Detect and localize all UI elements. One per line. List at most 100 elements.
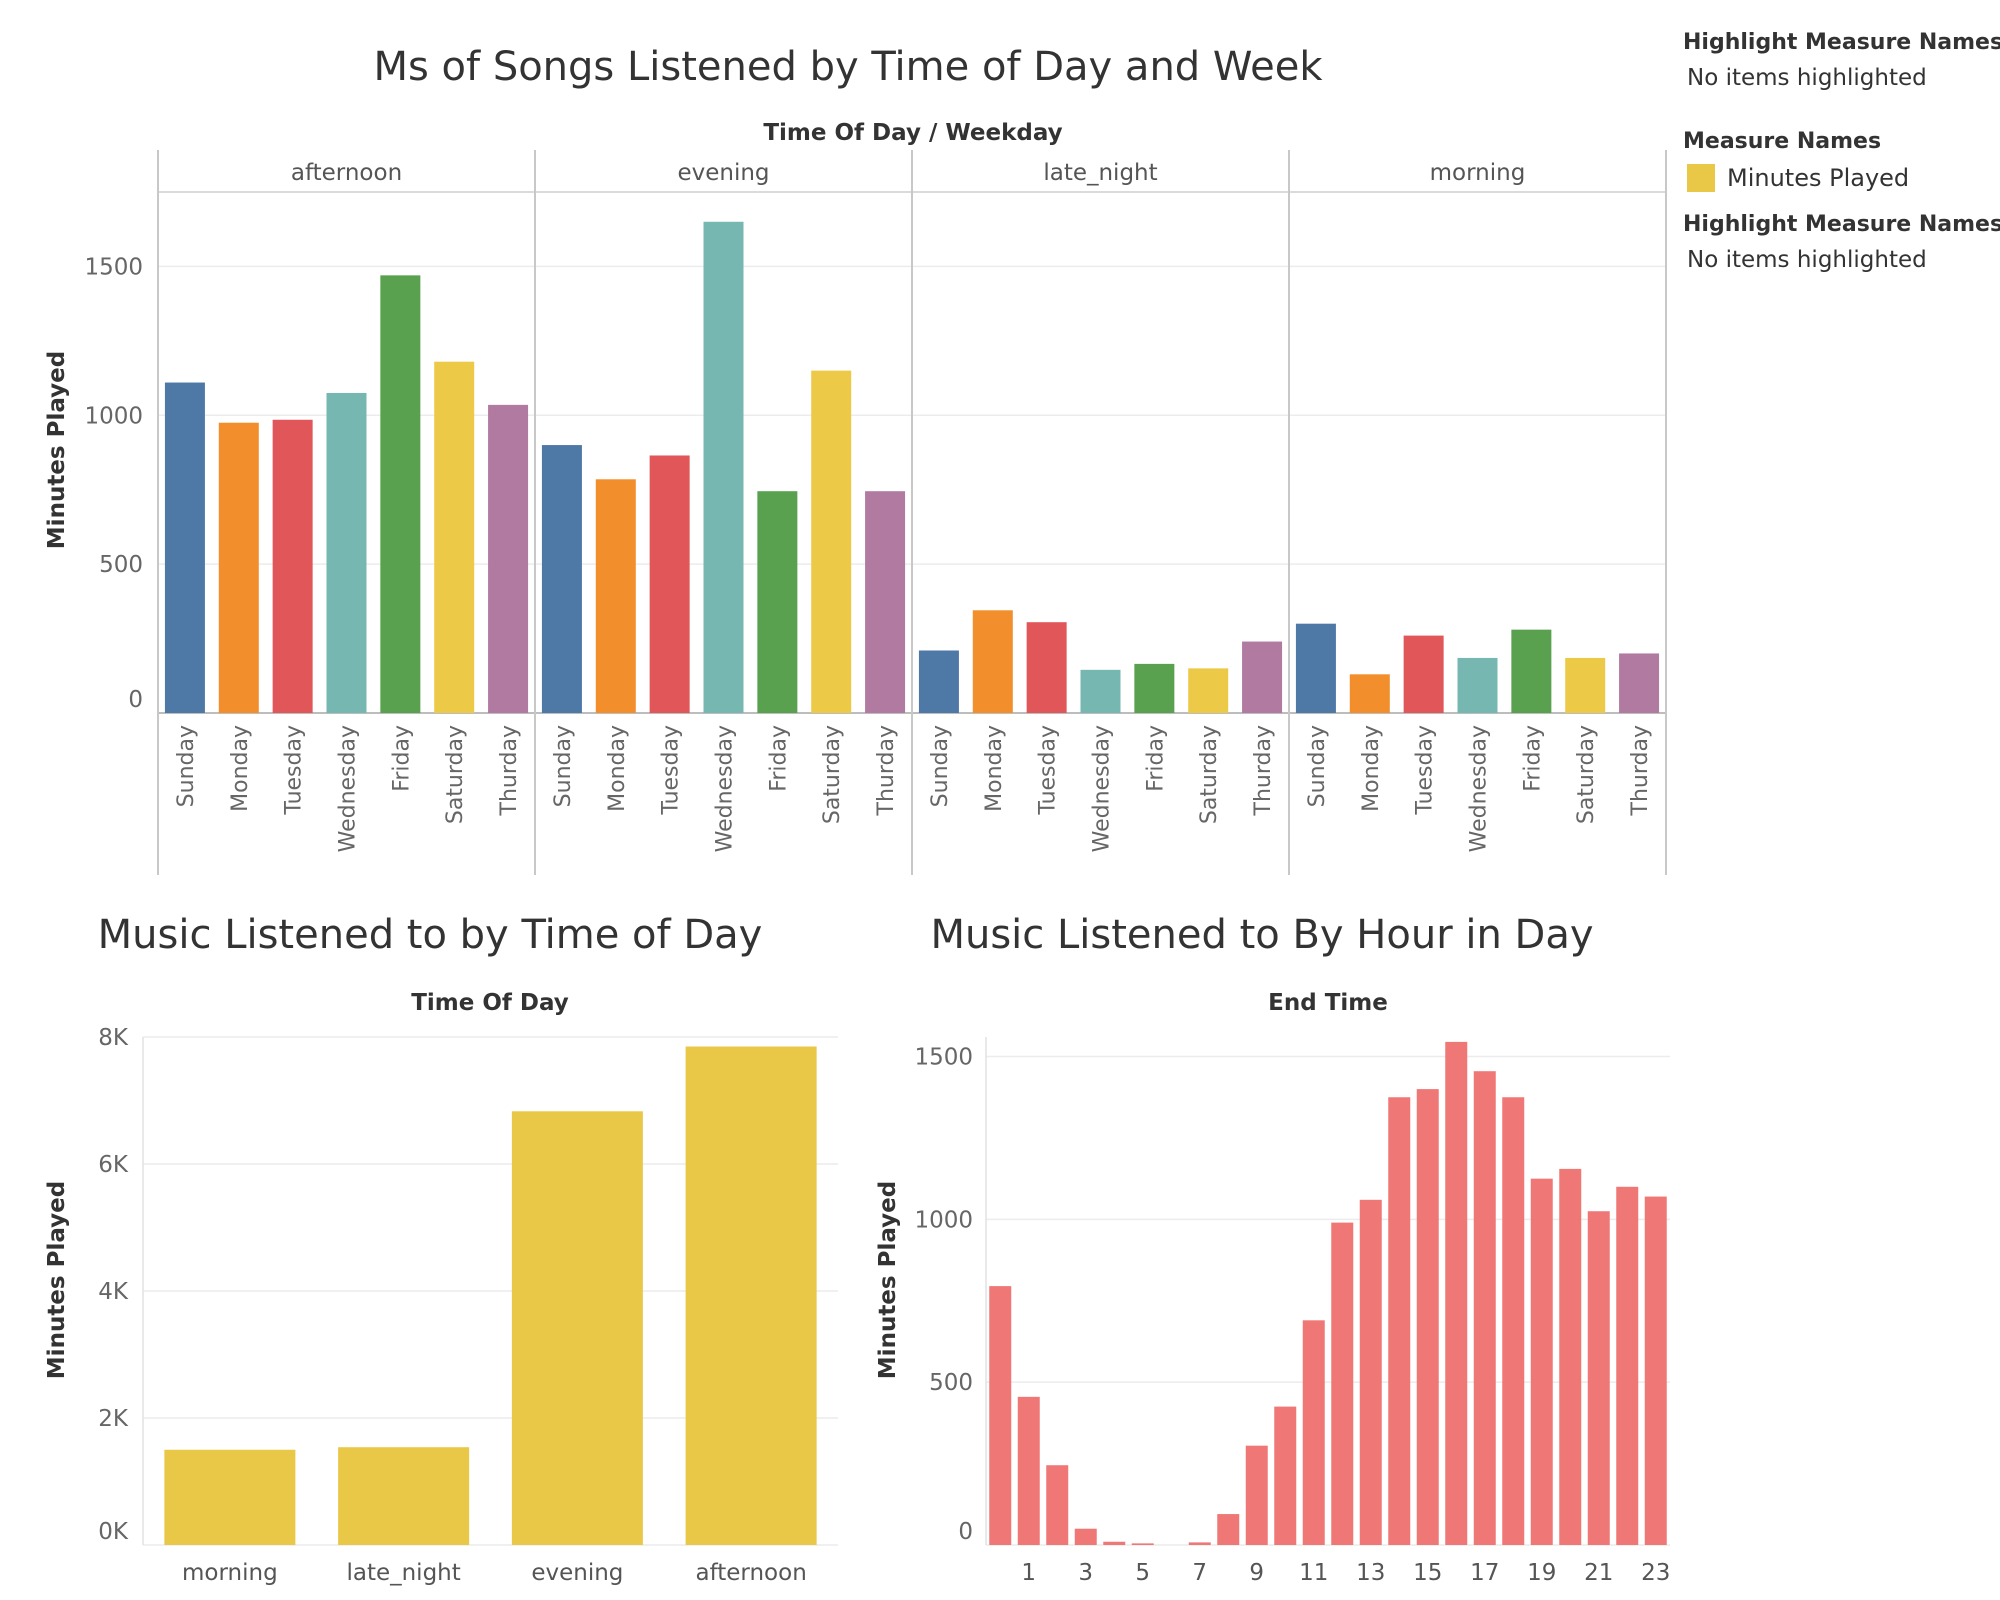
- bar-hour-18: [1502, 1097, 1525, 1545]
- bar-evening-saturday: [811, 370, 852, 713]
- highlight-status-text-2[interactable]: No items highlighted: [1687, 247, 1927, 273]
- bar-hour-16: [1445, 1041, 1468, 1545]
- y-tick-label: 0: [128, 687, 143, 713]
- x-tick-label: Sunday: [1305, 725, 1330, 807]
- column-header-title: Time Of Day / Weekday: [763, 120, 1062, 146]
- x-tick-label: Monday: [982, 725, 1007, 812]
- bar-hour-19: [1530, 1178, 1553, 1545]
- measure-color-swatch: [1687, 164, 1715, 192]
- chart-hour-in-day: Music Listened to By Hour in Day End Time…: [875, 912, 1670, 1586]
- legend-panel: Highlight Measure Names No items highlig…: [1683, 30, 2000, 273]
- x-tick-label: Friday: [389, 725, 414, 792]
- bar-late_night: [338, 1447, 470, 1545]
- y-tick-label: 6K: [98, 1152, 129, 1178]
- chart-weekday-by-time-of-day: Ms of Songs Listened by Time of Day and …: [44, 44, 1667, 875]
- bar-morning-monday: [1349, 674, 1390, 713]
- x-tick-label: Friday: [766, 725, 791, 792]
- x-tick-label: Tuesday: [1413, 725, 1438, 816]
- bar-hour-20: [1559, 1168, 1582, 1545]
- x-tick-label: 17: [1470, 1560, 1499, 1586]
- x-tick-label: 15: [1413, 1560, 1442, 1586]
- bar-morning-tuesday: [1403, 635, 1444, 713]
- bar-late_night-wednesday: [1080, 669, 1121, 713]
- x-tick-label: 13: [1356, 1560, 1385, 1586]
- bar-hour-23: [1644, 1196, 1667, 1545]
- bar-evening-tuesday: [649, 455, 690, 713]
- bar-hour-11: [1302, 1320, 1325, 1545]
- x-tick-label: 3: [1078, 1560, 1093, 1586]
- bar-hour-21: [1587, 1211, 1610, 1545]
- bar-evening-thurday: [865, 491, 906, 713]
- bar-evening-sunday: [541, 445, 582, 713]
- y-tick-label: 0: [958, 1519, 973, 1545]
- x-tick-label: Sunday: [174, 725, 199, 807]
- y-axis-label: Minutes Played: [44, 351, 70, 549]
- bar-morning-saturday: [1565, 657, 1606, 713]
- bar-afternoon-thurday: [488, 404, 529, 713]
- highlight-status-text[interactable]: No items highlighted: [1687, 65, 1927, 91]
- measure-item-label: Minutes Played: [1727, 164, 1910, 192]
- x-tick-label: Monday: [1359, 725, 1384, 812]
- bar-afternoon-sunday: [164, 382, 205, 713]
- bar-afternoon-friday: [380, 275, 421, 713]
- bar-hour-8: [1217, 1514, 1240, 1545]
- x-tick-label: Wednesday: [1090, 725, 1115, 852]
- bar-hour-12: [1331, 1222, 1354, 1545]
- bar-afternoon-saturday: [434, 361, 475, 713]
- bar-hour-7: [1188, 1542, 1211, 1545]
- bar-late_night-saturday: [1188, 668, 1229, 713]
- x-tick-label: Wednesday: [713, 725, 738, 852]
- bar-evening-monday: [595, 479, 636, 713]
- chart-title: Music Listened to by Time of Day: [98, 912, 763, 958]
- x-tick-label: Tuesday: [282, 725, 307, 816]
- x-tick-label: Wednesday: [336, 725, 361, 852]
- bar-evening-wednesday: [703, 221, 744, 713]
- y-tick-label: 500: [99, 552, 143, 578]
- bar-hour-14: [1388, 1097, 1411, 1545]
- bar-hour-17: [1473, 1071, 1496, 1545]
- y-tick-label: 1500: [914, 1045, 973, 1071]
- x-tick-label: morning: [182, 1560, 278, 1586]
- bar-hour-2: [1046, 1465, 1069, 1545]
- bar-afternoon: [685, 1046, 817, 1545]
- bar-hour-9: [1245, 1445, 1268, 1545]
- bar-hour-10: [1274, 1406, 1297, 1545]
- chart-time-of-day: Music Listened to by Time of Day Time Of …: [44, 912, 838, 1586]
- chart-title: Ms of Songs Listened by Time of Day and …: [373, 44, 1323, 90]
- bar-hour-0: [989, 1286, 1012, 1545]
- x-tick-label: Wednesday: [1467, 725, 1492, 852]
- x-tick-label: Thurday: [497, 725, 522, 816]
- x-tick-label: Thurday: [874, 725, 899, 816]
- measure-legend-item[interactable]: Minutes Played: [1687, 164, 2000, 192]
- panel-header-late_night: late_night: [1043, 160, 1157, 186]
- x-tick-label: 1: [1021, 1560, 1036, 1586]
- bar-hour-22: [1616, 1186, 1639, 1545]
- panel-header-morning: morning: [1430, 160, 1526, 186]
- x-tick-label: Sunday: [551, 725, 576, 807]
- bar-late_night-thurday: [1242, 641, 1283, 713]
- bar-morning-sunday: [1295, 623, 1336, 713]
- x-tick-label: 7: [1192, 1560, 1207, 1586]
- x-tick-label: Saturday: [443, 725, 468, 824]
- y-tick-label: 0K: [98, 1519, 129, 1545]
- x-tick-label: late_night: [346, 1560, 460, 1586]
- y-tick-label: 2K: [98, 1406, 129, 1432]
- bar-evening: [511, 1111, 643, 1545]
- y-axis-label: Minutes Played: [875, 1181, 901, 1379]
- x-tick-label: Thurday: [1251, 725, 1276, 816]
- bar-morning-friday: [1511, 629, 1552, 713]
- measure-names-title: Measure Names: [1683, 129, 1882, 154]
- y-tick-label: 1000: [84, 403, 143, 429]
- x-tick-label: Sunday: [928, 725, 953, 807]
- column-header-title: End Time: [1268, 990, 1388, 1016]
- bar-hour-3: [1074, 1528, 1097, 1545]
- bar-hour-4: [1103, 1541, 1126, 1545]
- chart-title: Music Listened to By Hour in Day: [930, 912, 1593, 958]
- bar-hour-13: [1359, 1199, 1382, 1545]
- x-tick-label: Tuesday: [1036, 725, 1061, 816]
- x-tick-label: Tuesday: [659, 725, 684, 816]
- highlight-legend-title-2: Highlight Measure Names: [1683, 212, 2000, 237]
- x-tick-label: Saturday: [820, 725, 845, 824]
- y-axis-label: Minutes Played: [44, 1181, 70, 1379]
